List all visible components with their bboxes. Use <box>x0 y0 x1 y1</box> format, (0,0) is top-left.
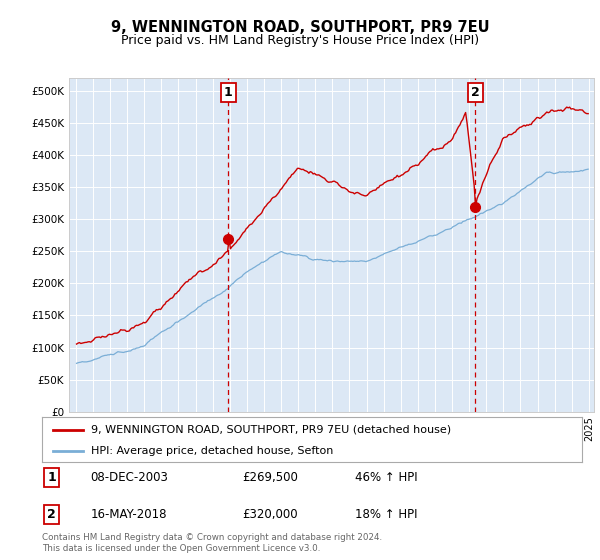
Text: £320,000: £320,000 <box>242 508 298 521</box>
Text: 08-DEC-2003: 08-DEC-2003 <box>91 471 169 484</box>
Text: 9, WENNINGTON ROAD, SOUTHPORT, PR9 7EU (detached house): 9, WENNINGTON ROAD, SOUTHPORT, PR9 7EU (… <box>91 424 451 435</box>
Text: 2: 2 <box>471 86 480 99</box>
Text: £269,500: £269,500 <box>242 471 298 484</box>
Text: 16-MAY-2018: 16-MAY-2018 <box>91 508 167 521</box>
Text: 46% ↑ HPI: 46% ↑ HPI <box>355 471 418 484</box>
Text: 1: 1 <box>47 471 56 484</box>
Text: 9, WENNINGTON ROAD, SOUTHPORT, PR9 7EU: 9, WENNINGTON ROAD, SOUTHPORT, PR9 7EU <box>110 20 490 35</box>
Text: 1: 1 <box>224 86 233 99</box>
Text: 18% ↑ HPI: 18% ↑ HPI <box>355 508 418 521</box>
Text: HPI: Average price, detached house, Sefton: HPI: Average price, detached house, Seft… <box>91 446 333 456</box>
Text: Contains HM Land Registry data © Crown copyright and database right 2024.
This d: Contains HM Land Registry data © Crown c… <box>42 533 382 553</box>
Text: 2: 2 <box>47 508 56 521</box>
Text: Price paid vs. HM Land Registry's House Price Index (HPI): Price paid vs. HM Land Registry's House … <box>121 34 479 46</box>
